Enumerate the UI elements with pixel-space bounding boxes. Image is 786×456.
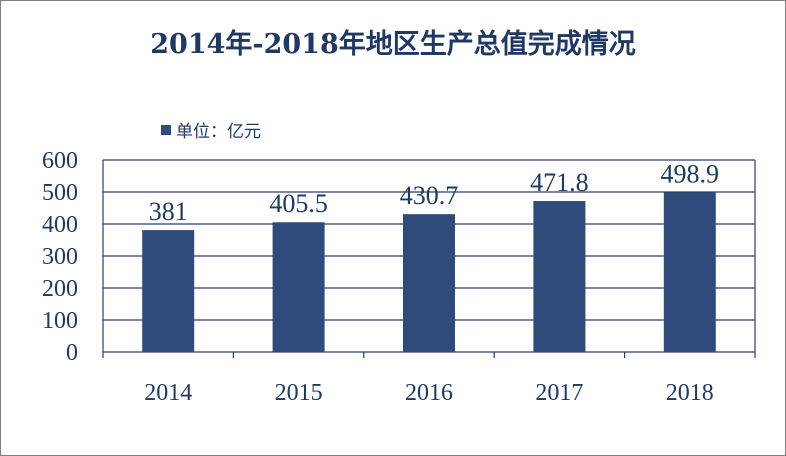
legend: 单位：亿元 xyxy=(161,117,261,142)
x-tick-label: 2017 xyxy=(535,380,583,406)
data-label: 498.9 xyxy=(661,159,720,188)
y-tick-label: 600 xyxy=(42,148,78,174)
legend-label: 单位：亿元 xyxy=(176,122,261,142)
y-tick-label: 0 xyxy=(66,340,78,366)
y-tick-label: 200 xyxy=(42,276,78,302)
data-label: 381 xyxy=(149,197,188,226)
bar xyxy=(663,192,716,352)
legend-swatch xyxy=(161,124,171,135)
data-label: 405.5 xyxy=(269,189,328,218)
bar xyxy=(142,230,195,352)
y-tick-label: 400 xyxy=(42,212,78,238)
x-tick-label: 2014 xyxy=(144,380,192,406)
x-tick-label: 2016 xyxy=(405,380,453,406)
x-tick-label: 2018 xyxy=(666,380,714,406)
data-label: 430.7 xyxy=(400,181,459,210)
bar xyxy=(403,214,455,352)
bar xyxy=(272,222,325,352)
x-tick-label: 2015 xyxy=(275,380,323,406)
y-tick-label: 500 xyxy=(42,180,78,206)
y-tick-label: 100 xyxy=(42,308,78,334)
y-tick-label: 300 xyxy=(42,244,78,270)
chart-title: 2014年-2018年地区生产总值完成情况 xyxy=(150,29,636,60)
data-label: 471.8 xyxy=(530,168,589,197)
bar xyxy=(533,201,586,352)
